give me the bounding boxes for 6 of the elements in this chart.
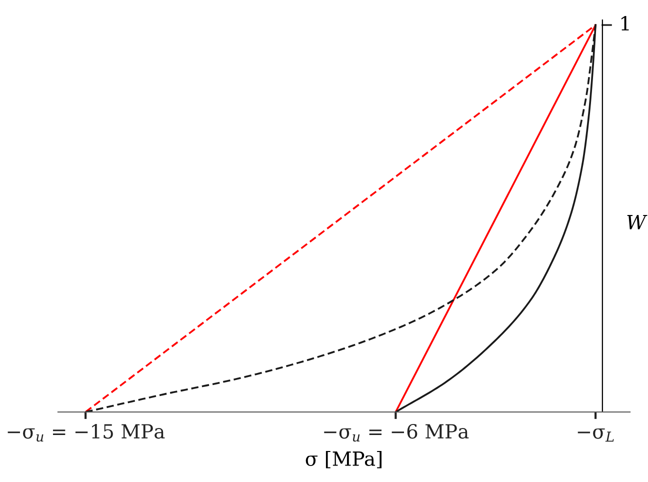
x-tick-label: −σ$_{L}$: [578, 428, 614, 442]
x-tick-label: −σ$_{u}$ = −15 MPa: [8, 424, 165, 442]
x-axis-title: σ [MPa]: [306, 450, 382, 468]
annotation: 1: [621, 16, 629, 30]
y-axis-title: W: [627, 215, 648, 230]
x-tick-label: −σ$_{u}$ = −6 MPa: [324, 424, 469, 442]
